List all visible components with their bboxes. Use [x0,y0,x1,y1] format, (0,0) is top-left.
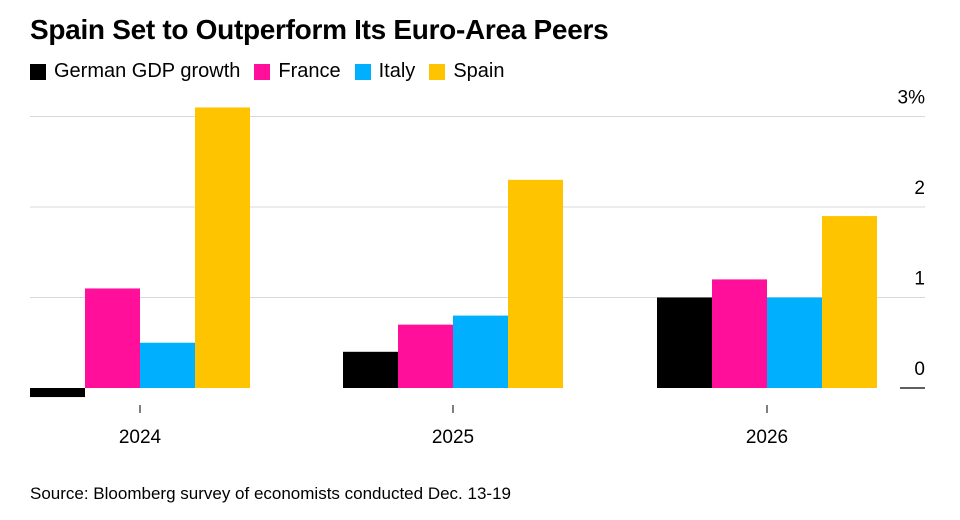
y-tick-label: 2 [914,178,925,199]
bar-spain-2024 [195,107,250,388]
bar-italy-2026 [767,297,822,388]
legend-label-italy: Italy [378,60,416,82]
chart-legend: German GDP growth France Italy Spain [30,60,518,83]
grid-layer [30,116,925,298]
legend-label-spain: Spain [453,60,505,82]
legend-item-italy: Italy [354,60,416,83]
legend-swatch-germany [30,63,46,80]
legend-swatch-spain [429,63,446,80]
bar-german-gdp-growth-2026 [657,297,712,388]
bar-france-2025 [398,324,453,388]
bar-italy-2025 [453,315,508,388]
legend-item-spain: Spain [429,60,504,83]
legend-label-france: France [278,60,341,82]
y-tick-label: 3% [898,88,926,109]
bar-france-2024 [85,288,140,388]
bars-layer [30,107,877,398]
x-tick-label: 2024 [119,427,162,448]
legend-label-germany: German GDP growth [54,60,241,82]
x-tick-label: 2026 [746,427,788,448]
bar-german-gdp-growth-2025 [343,351,398,388]
bar-italy-2024 [140,342,195,388]
source-note: Source: Bloomberg survey of economists c… [30,484,511,503]
x-tick-label: 2025 [432,427,474,448]
legend-swatch-france [254,63,271,80]
bar-france-2026 [712,279,767,388]
axis-layer: 0 1 2 3% 2024 2025 2026 [119,88,925,449]
chart-title: Spain Set to Outperform Its Euro-Area Pe… [30,14,609,45]
y-tick-label: 1 [914,269,925,290]
bar-spain-2026 [822,216,877,388]
legend-item-germany: German GDP growth [30,60,240,83]
bar-spain-2025 [508,179,563,388]
y-tick-label: 0 [914,359,925,380]
bar-german-gdp-growth-2024 [30,388,85,398]
legend-item-france: France [254,60,341,83]
legend-swatch-italy [354,63,371,80]
